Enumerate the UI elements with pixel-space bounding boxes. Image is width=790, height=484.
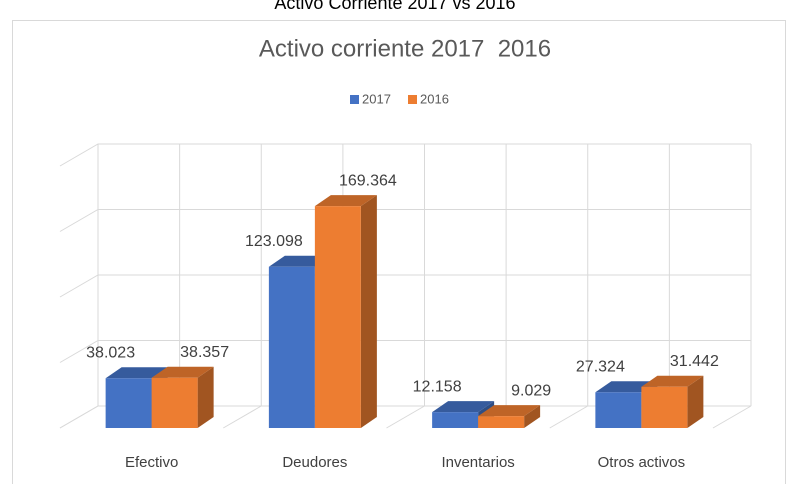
bar-front [314, 206, 361, 428]
data-label: 123.098 [245, 233, 303, 250]
bar-front [432, 412, 479, 428]
x-tick-label: Inventarios [441, 454, 514, 471]
floor-line [222, 405, 262, 429]
bar-top [151, 366, 214, 378]
x-tick-label: Otros activos [598, 454, 686, 471]
page-heading: Activo Corriente 2017 vs 2016 [274, 0, 515, 13]
bar-top [641, 375, 704, 387]
bar-front [478, 416, 525, 428]
bar-top [432, 401, 495, 413]
bar-side [197, 366, 214, 428]
bar-top [105, 367, 168, 379]
bar-side [687, 375, 704, 428]
data-label: 9.029 [511, 382, 551, 399]
bar [151, 366, 214, 428]
bar-side [360, 195, 377, 428]
legend-swatch [408, 95, 417, 104]
floor-line [712, 405, 752, 429]
x-tick-label: Efectivo [125, 454, 178, 471]
bar-top [314, 195, 377, 207]
bar-side [524, 405, 541, 428]
data-label: 27.324 [576, 358, 625, 375]
chart-title: Activo corriente 2017 2016 [259, 35, 551, 62]
bar-front [151, 377, 198, 428]
legend-swatch [350, 95, 359, 104]
data-label: 12.158 [413, 378, 462, 395]
data-label: 38.357 [180, 344, 229, 361]
bar-front [105, 378, 152, 428]
bar [641, 375, 704, 428]
legend-label: 2017 [362, 91, 391, 106]
x-tick-label: Deudores [282, 454, 347, 471]
data-label: 169.364 [339, 172, 397, 189]
bar [314, 195, 377, 428]
bar-top [478, 405, 541, 417]
data-label: 31.442 [670, 353, 719, 370]
bar [478, 405, 541, 428]
data-label: 38.023 [86, 344, 135, 361]
floor-line [59, 405, 99, 429]
legend-label: 2016 [420, 91, 449, 106]
floor-line [549, 405, 589, 429]
bar-front [641, 386, 688, 428]
floor-line [386, 405, 425, 429]
bar-front [595, 392, 642, 428]
bar-front [268, 266, 315, 428]
